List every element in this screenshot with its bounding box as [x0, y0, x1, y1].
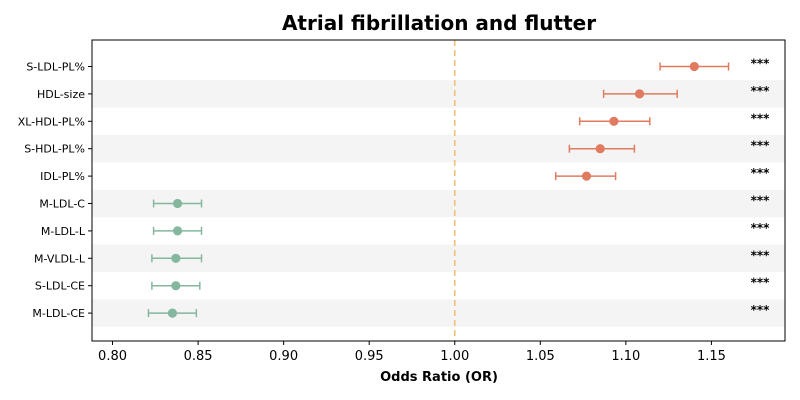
x-tick-label: 1.10 [611, 349, 640, 364]
or-point [689, 61, 699, 72]
significance-label: *** [751, 84, 771, 98]
row-band [92, 244, 785, 272]
y-tick-label: S-LDL-PL% [26, 61, 85, 74]
chart-title: Atrial fibrillation and flutter [282, 11, 596, 35]
y-tick-label: M-LDL-C [39, 198, 85, 211]
y-axis-labels: S-LDL-PL% HDL-size XL-HDL-PL% S-HDL-PL% IDL-… [18, 61, 92, 320]
row-band [92, 135, 785, 163]
y-tick-label: M-VLDL-L [34, 252, 86, 265]
or-point [172, 226, 183, 236]
x-tick-label: 0.95 [355, 349, 384, 364]
significance-label: *** [751, 276, 771, 290]
row-band [92, 189, 785, 218]
or-point [171, 281, 181, 291]
y-tick-label: M-LDL-L [41, 225, 86, 238]
or-point [581, 171, 592, 181]
significance-labels: *** *** *** *** *** *** *** *** *** *** [751, 57, 771, 318]
x-tick-label: 1.15 [697, 349, 726, 364]
significance-label: *** [751, 166, 771, 180]
significance-label: *** [751, 248, 771, 262]
or-point [609, 116, 619, 126]
x-axis: 0.80 0.85 0.90 0.95 1.00 1.05 1.10 1.15 [98, 341, 726, 364]
x-tick-label: 1.05 [526, 349, 555, 364]
significance-label: *** [751, 303, 771, 317]
x-tick-label: 0.80 [98, 349, 127, 364]
y-tick-label: IDL-PL% [40, 170, 85, 183]
x-tick-label: 0.90 [269, 349, 298, 364]
y-tick-label: S-HDL-PL% [24, 143, 85, 156]
significance-label: *** [751, 139, 771, 153]
significance-label: *** [751, 57, 771, 71]
plot-frame [91, 39, 786, 342]
significance-label: *** [751, 111, 771, 125]
y-tick-label: XL-HDL-PL% [18, 115, 85, 128]
or-point [171, 253, 181, 263]
row-bands [92, 80, 785, 327]
significance-label: *** [751, 194, 771, 208]
or-point [634, 89, 645, 99]
row-band [92, 299, 785, 327]
y-tick-label: HDL-size [37, 88, 85, 101]
or-point [172, 198, 183, 209]
x-tick-label: 1.00 [440, 349, 469, 364]
row-band [92, 80, 785, 108]
or-point [167, 308, 178, 318]
y-tick-label: M-LDL-CE [32, 307, 85, 320]
x-axis-label: Odds Ratio (OR) [380, 370, 498, 385]
significance-label: *** [751, 221, 771, 235]
data-marks [147, 61, 730, 318]
or-point [595, 144, 605, 154]
x-tick-label: 0.85 [184, 349, 213, 364]
y-tick-label: S-LDL-CE [35, 280, 85, 293]
